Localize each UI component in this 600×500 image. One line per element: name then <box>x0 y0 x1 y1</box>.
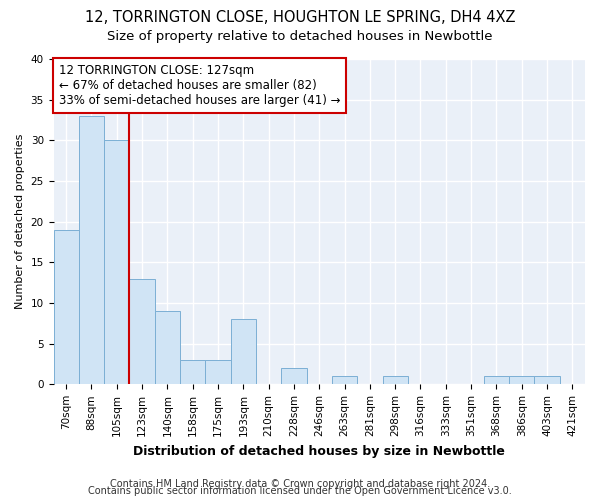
Bar <box>230 320 256 384</box>
Bar <box>130 278 155 384</box>
Bar <box>104 140 130 384</box>
Bar <box>155 311 180 384</box>
Bar <box>383 376 408 384</box>
Bar <box>180 360 205 384</box>
Bar <box>53 230 79 384</box>
X-axis label: Distribution of detached houses by size in Newbottle: Distribution of detached houses by size … <box>133 444 505 458</box>
Bar <box>205 360 230 384</box>
Y-axis label: Number of detached properties: Number of detached properties <box>15 134 25 310</box>
Bar <box>332 376 357 384</box>
Bar <box>484 376 509 384</box>
Bar <box>281 368 307 384</box>
Text: 12 TORRINGTON CLOSE: 127sqm
← 67% of detached houses are smaller (82)
33% of sem: 12 TORRINGTON CLOSE: 127sqm ← 67% of det… <box>59 64 340 107</box>
Text: Contains public sector information licensed under the Open Government Licence v3: Contains public sector information licen… <box>88 486 512 496</box>
Text: Contains HM Land Registry data © Crown copyright and database right 2024.: Contains HM Land Registry data © Crown c… <box>110 479 490 489</box>
Text: Size of property relative to detached houses in Newbottle: Size of property relative to detached ho… <box>107 30 493 43</box>
Bar <box>79 116 104 384</box>
Bar <box>535 376 560 384</box>
Text: 12, TORRINGTON CLOSE, HOUGHTON LE SPRING, DH4 4XZ: 12, TORRINGTON CLOSE, HOUGHTON LE SPRING… <box>85 10 515 25</box>
Bar <box>509 376 535 384</box>
